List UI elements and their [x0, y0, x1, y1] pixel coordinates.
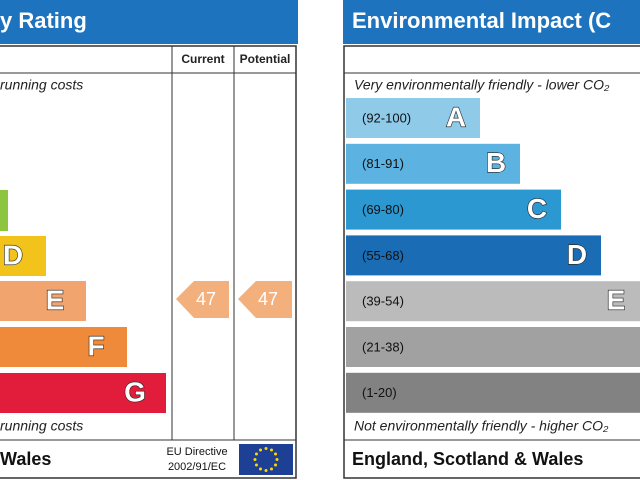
footer: Wales [0, 449, 51, 469]
footer: England, Scotland & Wales [352, 449, 583, 469]
band [346, 327, 640, 367]
band [0, 327, 127, 367]
potential-rating: 47 [258, 289, 278, 309]
column-header: Potential [240, 52, 291, 66]
band [346, 98, 480, 138]
band [346, 143, 520, 184]
star [274, 463, 278, 467]
header-bar [0, 0, 298, 44]
band [346, 235, 601, 276]
current-rating: 47 [196, 289, 216, 309]
current-arrow [176, 281, 229, 318]
band-range: (69-80) [362, 202, 404, 217]
band [0, 281, 86, 321]
band-letter: F [87, 330, 104, 361]
star [254, 463, 258, 467]
band-letter: A [446, 101, 466, 132]
star [274, 452, 278, 456]
panel-title: Environmental Impact (C [352, 8, 611, 33]
star [259, 467, 262, 471]
panel-title: y Rating [0, 8, 87, 33]
column-header: Current [181, 52, 224, 66]
band-range: (92-100) [362, 110, 411, 125]
bottom-note: running costs [0, 418, 83, 434]
band-range: (81-91) [362, 156, 404, 171]
band-letter: E [46, 284, 65, 315]
band [346, 189, 561, 230]
band [0, 373, 166, 413]
band-range: (55-68) [362, 248, 404, 263]
energy-panel: y Rating Current Potential running costs… [0, 0, 298, 479]
band-letter: E [607, 285, 626, 316]
band [346, 372, 640, 413]
directive: EU Directive [166, 446, 227, 458]
potential-arrow [238, 281, 292, 318]
band-range: (21-38) [362, 339, 404, 354]
band-letter: G [124, 376, 146, 407]
band-range: (1-20) [362, 385, 397, 400]
band [0, 190, 8, 231]
band-range: (39-54) [362, 294, 404, 309]
star [264, 469, 268, 472]
band-letter: D [567, 239, 587, 270]
band [0, 236, 46, 276]
directive: 2002/91/EC [168, 461, 226, 473]
band-letter: B [486, 147, 506, 178]
frame [343, 45, 640, 479]
bands: (92-100) A (81-91) B (69-80) C (55-68) D (39-54)… [346, 98, 640, 413]
top-note: Very environmentally friendly - lower CO… [354, 77, 610, 93]
star [259, 448, 262, 452]
band-letter: D [3, 239, 23, 270]
eu-stars [253, 447, 279, 472]
star [270, 448, 273, 452]
environment-panel: Environmental Impact (C Very environment… [343, 0, 640, 479]
star [254, 452, 258, 456]
band-letter: C [527, 193, 547, 224]
frame [0, 45, 297, 479]
bottom-note: Not environmentally friendly - higher CO… [354, 418, 609, 434]
band [346, 281, 640, 322]
star [253, 458, 257, 461]
star [275, 458, 279, 461]
star [270, 467, 273, 471]
star [264, 447, 268, 450]
top-note: running costs [0, 77, 83, 93]
header-bar [343, 0, 640, 44]
